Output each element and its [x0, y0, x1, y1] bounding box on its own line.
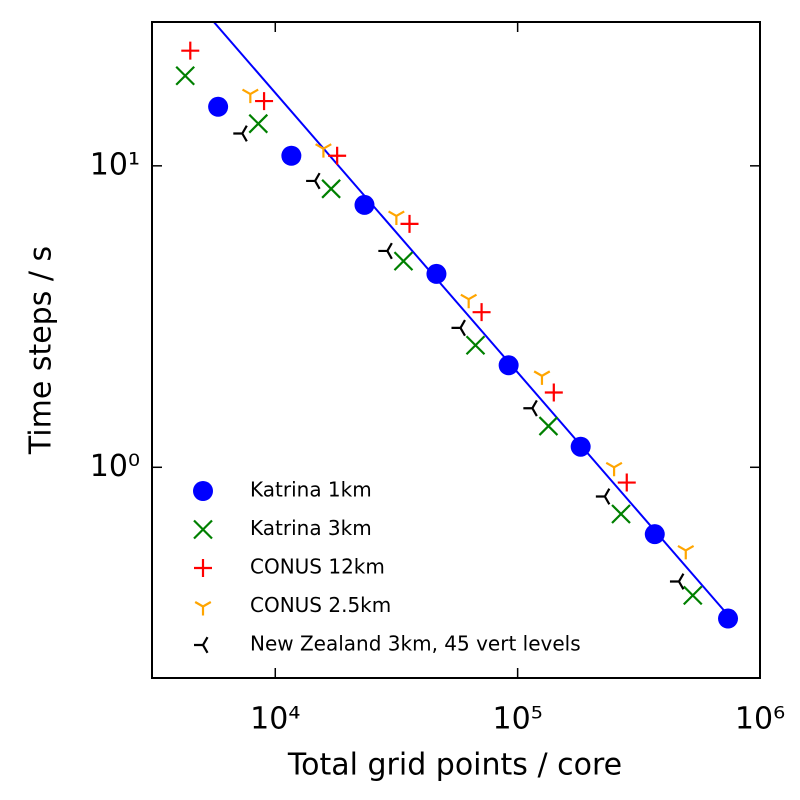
point [281, 145, 302, 166]
point [570, 436, 591, 457]
point [388, 210, 405, 225]
point [400, 214, 419, 233]
legend-label: Katrina 1km [250, 478, 372, 502]
x-tick-label: 10⁴ [250, 702, 300, 737]
x-axis-label: Total grid points / core [287, 748, 622, 783]
y-tick-label: 10¹ [90, 147, 140, 182]
fit-line [212, 22, 732, 620]
point [241, 88, 259, 104]
point [451, 319, 466, 337]
point [611, 504, 631, 524]
point [523, 399, 538, 417]
point [321, 179, 341, 199]
plot-area [175, 22, 739, 629]
y-tick-label: 10⁰ [90, 449, 140, 484]
plot-frame [151, 21, 761, 679]
point [644, 524, 665, 545]
point [465, 335, 486, 356]
point [538, 416, 559, 436]
point [248, 113, 269, 134]
point [175, 65, 195, 86]
x-tick-label: 10⁶ [735, 702, 785, 737]
point [315, 143, 332, 158]
legend-marker [194, 601, 212, 616]
point [677, 544, 695, 560]
point [472, 303, 491, 322]
point [181, 41, 200, 60]
point [208, 96, 229, 117]
point [255, 92, 274, 111]
point [617, 473, 636, 492]
point [460, 293, 478, 309]
legend-label: Katrina 3km [250, 516, 372, 540]
y-axis-label: Time steps / s [24, 246, 59, 455]
point [354, 194, 375, 215]
point [306, 172, 321, 190]
point [669, 573, 685, 590]
legend-marker [194, 559, 212, 577]
point [378, 242, 393, 260]
legend-label: New Zealand 3km, 45 vert levels [250, 632, 581, 656]
point [426, 263, 447, 284]
point [605, 461, 623, 477]
legend-marker [193, 519, 213, 540]
point [595, 488, 611, 505]
point [682, 585, 703, 606]
point [533, 370, 551, 385]
point [233, 125, 248, 142]
legend-marker [193, 481, 213, 501]
point [718, 608, 739, 629]
point [544, 383, 563, 402]
point [393, 251, 414, 271]
x-tick-label: 10⁵ [493, 702, 543, 737]
legend-marker [194, 636, 209, 654]
legend-label: CONUS 12km [250, 555, 385, 579]
point [498, 355, 519, 376]
legend-label: CONUS 2.5km [250, 593, 391, 617]
point [328, 146, 347, 165]
